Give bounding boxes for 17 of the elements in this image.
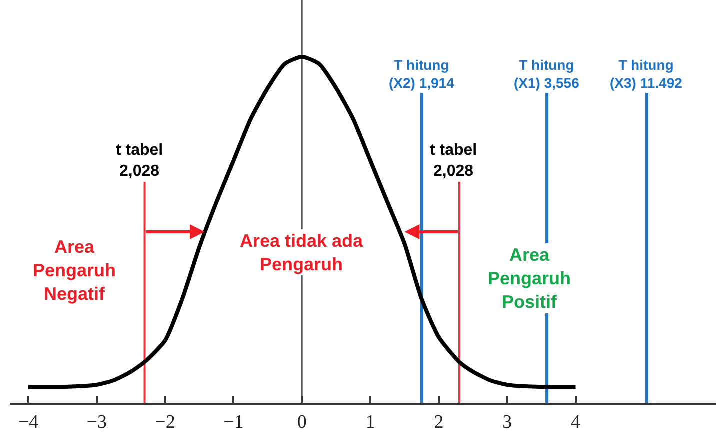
ref-line-label: t tabel 2,028 bbox=[116, 142, 164, 180]
annotation: Area tidak ada Pengaruh bbox=[240, 231, 364, 274]
x-tick-label: 0 bbox=[297, 412, 307, 433]
x-tick-label: 1 bbox=[366, 412, 376, 433]
x-tick-label: 3 bbox=[502, 412, 512, 433]
ref-line-label: T hitung (X2) 1,914 bbox=[389, 57, 455, 92]
ref-line-label: T hitung (X3) 11.492 bbox=[610, 57, 683, 92]
x-tick-label: 4 bbox=[571, 412, 582, 433]
x-tick-label: −3 bbox=[86, 412, 107, 433]
x-tick-label: 2 bbox=[434, 412, 444, 433]
annotation: Area Pengaruh Positif bbox=[488, 245, 572, 312]
x-tick-label: −2 bbox=[155, 412, 176, 433]
ref-line-label: T hitung (X1) 3,556 bbox=[514, 57, 580, 92]
x-tick-label: −1 bbox=[224, 412, 244, 433]
annotation: Area Pengaruh Negatif bbox=[33, 237, 116, 304]
ref-line-label: t tabel 2,028 bbox=[430, 142, 478, 180]
x-tick-label: −4 bbox=[18, 412, 40, 433]
